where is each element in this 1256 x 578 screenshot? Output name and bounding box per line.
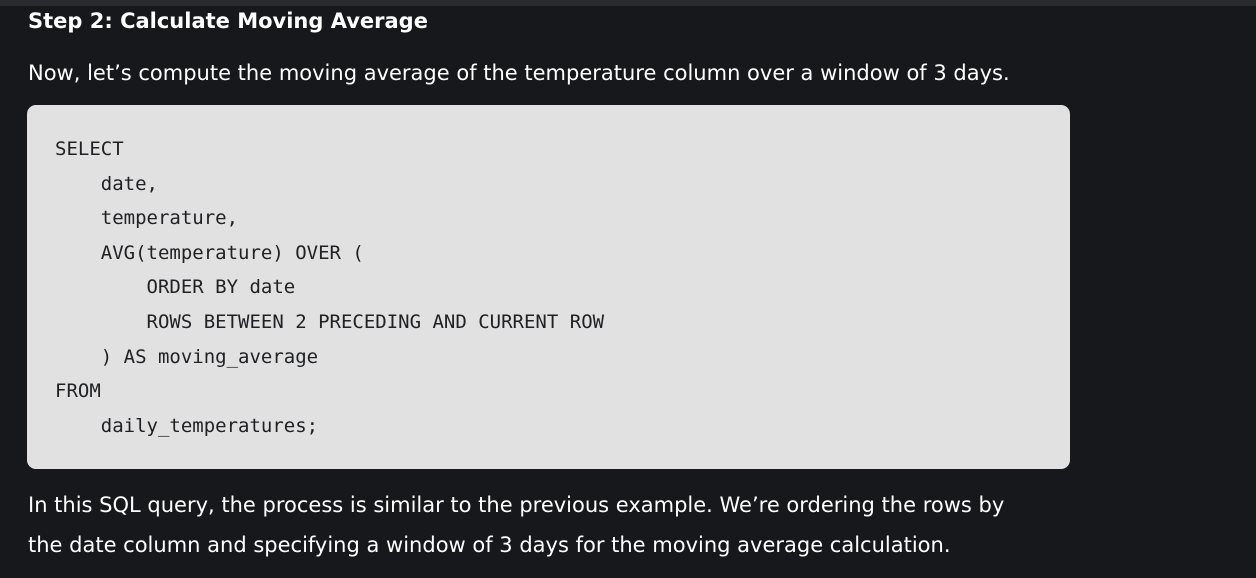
section-heading: Step 2: Calculate Moving Average xyxy=(28,9,428,33)
sql-code-block[interactable]: SELECT date, temperature, AVG(temperatur… xyxy=(27,105,1070,469)
code-line: date, xyxy=(55,172,158,195)
code-text: SELECT date, temperature, AVG(temperatur… xyxy=(55,132,1070,443)
explanation-line: the date column and specifying a window … xyxy=(28,533,951,557)
code-line: SELECT xyxy=(55,138,124,160)
code-line: temperature, xyxy=(55,207,239,230)
code-line: daily_temperatures; xyxy=(55,414,319,437)
explanation-paragraph: In this SQL query, the process is simila… xyxy=(28,485,1088,565)
code-line: FROM xyxy=(55,380,101,403)
top-divider-strip xyxy=(0,0,1256,6)
intro-paragraph: Now, let’s compute the moving average of… xyxy=(28,61,1010,85)
code-line: ) AS moving_average xyxy=(55,345,319,368)
explanation-line: In this SQL query, the process is simila… xyxy=(28,493,1005,517)
code-line: AVG(temperature) OVER ( xyxy=(55,241,364,264)
code-line: ROWS BETWEEN 2 PRECEDING AND CURRENT ROW xyxy=(55,310,605,333)
code-line: ORDER BY date xyxy=(55,276,296,299)
